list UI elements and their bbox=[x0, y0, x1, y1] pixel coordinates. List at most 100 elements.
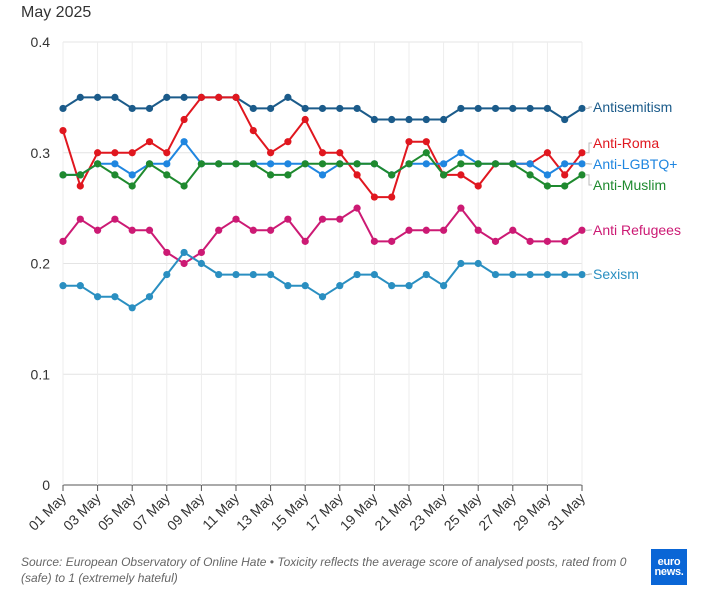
data-point bbox=[491, 160, 500, 168]
x-tick-label: 09 May bbox=[164, 490, 208, 534]
data-point bbox=[94, 293, 102, 301]
logo-text-top: euro bbox=[657, 556, 681, 568]
data-point bbox=[440, 115, 448, 124]
data-point bbox=[440, 282, 448, 290]
data-point bbox=[232, 93, 240, 101]
x-tick-label: 19 May bbox=[337, 490, 381, 534]
data-point bbox=[370, 237, 378, 245]
data-point bbox=[180, 115, 188, 124]
x-tick-label: 31 May bbox=[544, 490, 588, 534]
series-label: Anti Refugees bbox=[593, 222, 681, 238]
data-point bbox=[232, 270, 240, 279]
data-point bbox=[215, 160, 223, 168]
data-point bbox=[111, 93, 119, 101]
data-point bbox=[561, 182, 569, 190]
x-tick-label: 23 May bbox=[406, 490, 450, 534]
data-point bbox=[526, 171, 534, 179]
data-point bbox=[59, 282, 67, 290]
data-point bbox=[128, 182, 136, 190]
data-point bbox=[76, 171, 84, 179]
data-point bbox=[249, 127, 257, 135]
data-point bbox=[145, 226, 154, 234]
data-point bbox=[215, 226, 223, 234]
data-point bbox=[76, 215, 84, 223]
data-point bbox=[543, 182, 552, 190]
data-point bbox=[301, 104, 309, 113]
data-point bbox=[336, 160, 344, 168]
data-point bbox=[94, 93, 102, 101]
data-point bbox=[353, 160, 361, 168]
series-label: Sexism bbox=[593, 266, 639, 282]
data-point bbox=[111, 293, 119, 301]
data-point bbox=[561, 160, 569, 168]
data-point bbox=[284, 93, 292, 101]
data-point bbox=[578, 160, 586, 168]
y-tick-label: 0.4 bbox=[31, 34, 51, 50]
data-point bbox=[215, 270, 223, 279]
data-point bbox=[509, 160, 517, 168]
data-point bbox=[284, 215, 292, 223]
x-tick-label: 21 May bbox=[371, 490, 415, 534]
x-tick-label: 27 May bbox=[475, 490, 519, 534]
data-point bbox=[561, 237, 569, 245]
data-point bbox=[474, 259, 482, 268]
data-point bbox=[526, 104, 534, 113]
data-point bbox=[491, 270, 500, 279]
data-point bbox=[457, 149, 465, 157]
data-point bbox=[301, 115, 309, 124]
data-point bbox=[197, 160, 205, 168]
data-point bbox=[197, 259, 205, 268]
data-point bbox=[422, 115, 430, 124]
y-tick-label: 0.1 bbox=[31, 366, 51, 382]
data-point bbox=[163, 171, 171, 179]
series-anti-lgbtq- bbox=[59, 138, 586, 179]
data-point bbox=[197, 248, 205, 257]
data-point bbox=[145, 138, 154, 146]
data-point bbox=[301, 160, 309, 168]
data-point bbox=[440, 171, 448, 179]
series-leader-line bbox=[585, 273, 592, 276]
data-point bbox=[509, 104, 517, 113]
data-point bbox=[111, 160, 119, 168]
data-point bbox=[578, 171, 586, 179]
data-point bbox=[353, 270, 361, 279]
data-point bbox=[509, 270, 517, 279]
data-point bbox=[301, 237, 309, 245]
series-leader-line bbox=[585, 106, 592, 109]
data-point bbox=[353, 104, 361, 113]
data-point bbox=[474, 104, 482, 113]
data-point bbox=[59, 127, 67, 135]
data-point bbox=[249, 226, 257, 234]
data-point bbox=[318, 160, 327, 168]
y-tick-label: 0.3 bbox=[31, 145, 51, 161]
data-point bbox=[474, 226, 482, 234]
data-point bbox=[526, 160, 534, 168]
data-point bbox=[353, 171, 361, 179]
data-point bbox=[128, 304, 136, 312]
source-note: Source: European Observatory of Online H… bbox=[21, 555, 627, 585]
series-label: Anti-Roma bbox=[593, 135, 659, 151]
series-line bbox=[62, 96, 583, 199]
series-leader-line bbox=[585, 142, 592, 154]
data-point bbox=[336, 215, 344, 223]
data-point bbox=[561, 115, 569, 124]
data-point bbox=[370, 270, 378, 279]
data-point bbox=[301, 282, 309, 290]
data-point bbox=[578, 104, 586, 113]
data-point bbox=[370, 115, 378, 124]
data-point bbox=[267, 149, 275, 157]
data-point bbox=[491, 104, 500, 113]
data-point bbox=[543, 237, 552, 245]
data-point bbox=[543, 104, 552, 113]
data-point bbox=[405, 282, 413, 290]
data-point bbox=[388, 237, 396, 245]
data-point bbox=[561, 270, 569, 279]
x-tick-label: 03 May bbox=[60, 490, 104, 534]
data-point bbox=[163, 149, 171, 157]
data-point bbox=[232, 215, 240, 223]
data-point bbox=[370, 160, 378, 168]
data-point bbox=[405, 138, 413, 146]
data-point bbox=[457, 259, 465, 268]
data-point bbox=[543, 171, 552, 179]
logo-text-bottom: news. bbox=[654, 566, 684, 578]
